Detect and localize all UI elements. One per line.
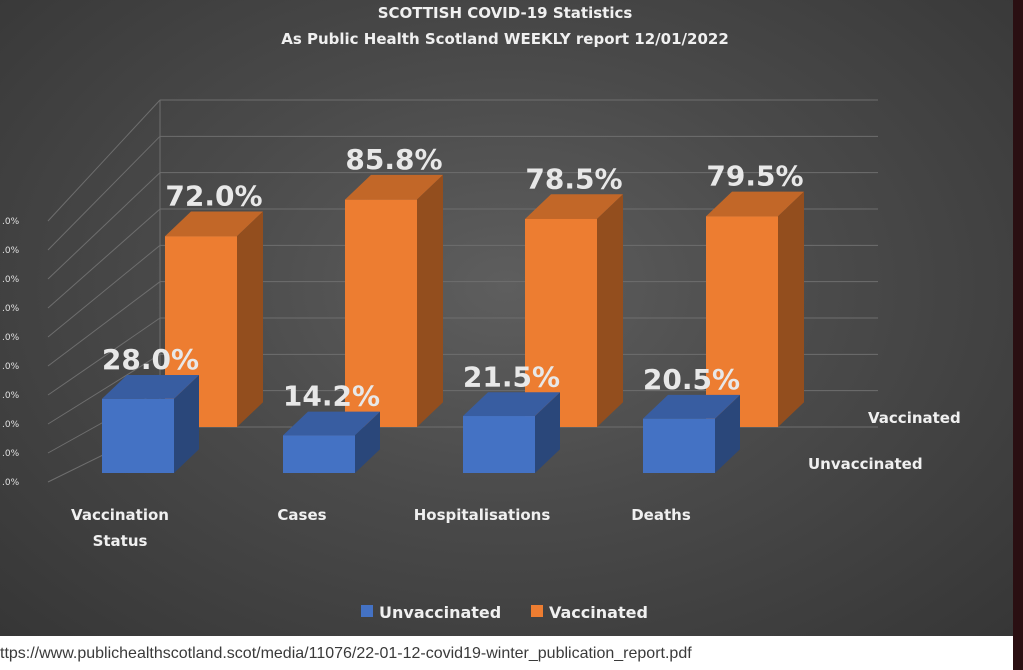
gridline-side [47, 353, 161, 425]
bar-unvaccinated-side [174, 375, 199, 473]
chart-title: SCOTTISH COVID-19 Statistics [378, 4, 633, 22]
bar-unvaccinated [643, 394, 740, 473]
bar-vaccinated-front [706, 216, 778, 427]
legend-label-vaccinated: Vaccinated [549, 603, 648, 622]
data-label-vaccinated: 79.5% [706, 160, 803, 193]
bar-vaccinated-top [706, 191, 804, 217]
gridline-side [47, 317, 161, 396]
bars [102, 174, 804, 473]
bar-unvaccinated [102, 375, 199, 473]
y-tick-label: .0% [2, 362, 20, 372]
y-tick-label: .0% [2, 449, 20, 459]
data-label-vaccinated: 78.5% [525, 162, 622, 195]
bar-vaccinated-top [165, 211, 263, 237]
bar-vaccinated-side [417, 174, 443, 427]
bar-vaccinated-front [345, 199, 417, 427]
source-url: ttps://www.publichealthscotland.scot/med… [0, 645, 692, 662]
series-axis-labels: Vaccinated Unvaccinated [808, 409, 961, 473]
chart-subtitle: As Public Health Scotland WEEKLY report … [281, 30, 729, 48]
category-label: Vaccination Status [71, 506, 169, 550]
bar-unvaccinated-front [102, 398, 174, 473]
y-tick-label: .0% [2, 478, 20, 488]
series-axis-label-unvaccinated: Unvaccinated [808, 455, 923, 473]
bar-vaccinated [165, 211, 263, 427]
data-label-unvaccinated: 28.0% [102, 343, 199, 376]
category-label: Hospitalisations [414, 506, 551, 524]
data-labels: 72.0% 85.8% 78.5% 79.5% 28.0% 14.2% 21.5% 20.5% [102, 143, 804, 413]
bar-vaccinated [706, 191, 804, 427]
data-label-vaccinated: 85.8% [345, 143, 442, 176]
bar-unvaccinated-side [355, 411, 380, 473]
bar-unvaccinated-front [463, 416, 535, 473]
y-tick-label: .0% [2, 420, 20, 430]
bar-vaccinated-top [345, 174, 443, 200]
bar-unvaccinated-top [102, 375, 199, 399]
data-label-vaccinated: 72.0% [165, 180, 262, 213]
y-tick-label: .0% [2, 391, 20, 401]
bar-unvaccinated-front [643, 418, 715, 473]
bar-vaccinated [345, 174, 443, 427]
y-tick-label: .0% [2, 333, 20, 343]
gridline-side [47, 135, 161, 251]
chart-svg: SCOTTISH COVID-19 Statistics As Public H… [2, 4, 961, 622]
bar-unvaccinated-top [283, 411, 380, 436]
category-label: Deaths [631, 506, 691, 524]
series-axis-label-vaccinated: Vaccinated [868, 409, 961, 427]
right-edge-strip [1013, 0, 1023, 670]
y-tick-label: .0% [2, 217, 20, 227]
bar-unvaccinated [283, 411, 380, 473]
bar-vaccinated-side [778, 191, 804, 427]
y-axis-ticks: .0% .0% .0% .0% .0% .0% .0% .0% .0% .0% [2, 217, 20, 488]
bar-unvaccinated-front [283, 435, 355, 473]
y-tick-label: .0% [2, 246, 20, 256]
y-tick-label: .0% [2, 275, 20, 285]
bar-vaccinated-top [525, 194, 623, 219]
gridline-side [47, 244, 161, 338]
bar-unvaccinated [463, 392, 560, 473]
bar-unvaccinated-side [535, 392, 560, 473]
legend-swatch-unvaccinated [361, 605, 373, 617]
bar-vaccinated-side [597, 194, 623, 427]
category-label: Cases [277, 506, 326, 524]
y-tick-label: .0% [2, 304, 20, 314]
gridline-side [47, 99, 161, 222]
data-label-unvaccinated: 20.5% [643, 363, 740, 396]
bar-unvaccinated-top [463, 392, 560, 417]
category-labels: Vaccination Status Cases Hospitalisations De… [71, 506, 691, 550]
gridline-side [47, 208, 161, 309]
legend-label-unvaccinated: Unvaccinated [379, 603, 501, 622]
bar-unvaccinated-side [715, 394, 740, 473]
legend-swatch-vaccinated [531, 605, 543, 617]
legend: Unvaccinated Vaccinated [361, 603, 648, 622]
gridline-side [47, 172, 161, 280]
bar-vaccinated-side [237, 211, 263, 427]
bar-unvaccinated-top [643, 394, 740, 419]
gridline-side [47, 281, 161, 367]
data-label-unvaccinated: 14.2% [283, 380, 380, 413]
data-label-unvaccinated: 21.5% [463, 360, 560, 393]
